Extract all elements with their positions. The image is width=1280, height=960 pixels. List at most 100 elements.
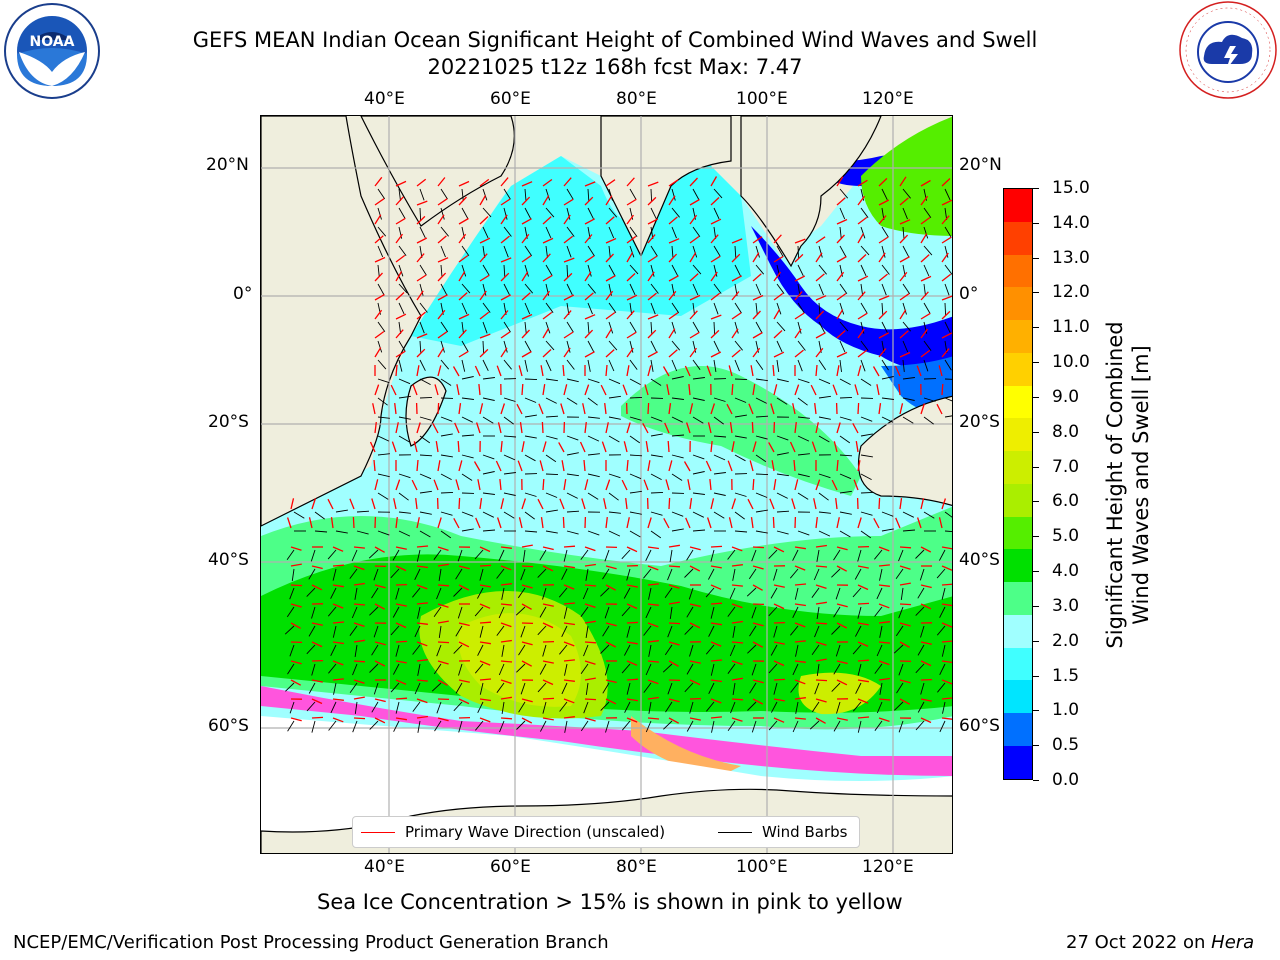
wave-arrow [521, 641, 533, 646]
wind-barb [498, 606, 505, 619]
wave-arrow [814, 403, 817, 415]
wave-arrow [416, 659, 428, 662]
wind-barb [755, 378, 768, 382]
wind-barb [398, 264, 404, 277]
wind-barb [797, 416, 810, 419]
wave-arrow [458, 254, 469, 263]
wind-barb [371, 587, 379, 599]
wave-arrow [878, 717, 890, 723]
wind-barb [414, 568, 421, 580]
wave-arrow [416, 698, 428, 704]
wave-arrow [899, 351, 911, 358]
wave-arrow [752, 565, 764, 570]
wind-barb [354, 644, 358, 657]
wave-arrow [626, 273, 636, 282]
wave-arrow [563, 478, 567, 491]
wave-arrow [936, 403, 943, 415]
wave-arrow [584, 351, 595, 358]
wind-barb [328, 720, 337, 731]
wave-arrow [685, 422, 691, 434]
wave-arrow [584, 271, 592, 282]
wind-barb [669, 549, 673, 562]
colorbar-tick [1033, 710, 1039, 712]
wave-arrow [584, 234, 593, 244]
wave-arrow [815, 584, 827, 590]
wave-arrow [500, 214, 508, 225]
wind-barb [768, 720, 778, 731]
wave-arrow [857, 659, 870, 662]
wave-arrow [920, 233, 928, 244]
wind-barb [369, 663, 379, 673]
wind-barb [608, 302, 617, 314]
wind-barb [482, 454, 495, 460]
wave-arrow [605, 274, 616, 282]
wind-barb [944, 415, 952, 418]
wave-arrow [773, 584, 785, 588]
wave-arrow [710, 565, 722, 569]
wave-arrow [710, 716, 722, 719]
wave-arrow [475, 517, 481, 529]
wave-arrow [332, 584, 345, 588]
colorbar-tick-label: 0.0 [1052, 770, 1080, 790]
colorbar-segment [1004, 483, 1032, 517]
wind-barb [461, 511, 474, 517]
wind-barb [545, 340, 555, 351]
wind-barb [768, 663, 778, 674]
wave-arrow [395, 329, 404, 339]
wind-barb [436, 644, 442, 657]
wave-arrow [642, 422, 649, 434]
colorbar-segment [1004, 254, 1032, 288]
wave-arrow [584, 181, 596, 187]
wind-barb [671, 376, 684, 380]
wind-barb [398, 207, 406, 219]
colorbar-tick [1033, 396, 1039, 398]
noaa-logo: NOAA [3, 2, 101, 100]
wave-arrow [332, 678, 344, 681]
wind-barb [377, 378, 390, 384]
wind-barb [461, 321, 464, 334]
wind-barb [773, 682, 778, 695]
wave-arrow [517, 460, 523, 472]
wind-barb [608, 188, 613, 201]
wind-barb [874, 549, 883, 560]
footer-machine: Hera [1211, 932, 1255, 953]
wind-barb [461, 264, 467, 277]
wind-barb [475, 720, 484, 731]
wave-arrow [710, 622, 723, 626]
wind-barb [874, 720, 883, 731]
wind-barb [440, 433, 453, 437]
wind-barb [398, 283, 408, 294]
wind-barb [692, 397, 705, 401]
wave-arrow [857, 349, 868, 358]
wind-barb [839, 359, 842, 372]
wind-barb [671, 416, 683, 423]
wind-barb [330, 644, 337, 656]
wave-arrow [434, 384, 439, 396]
wave-arrow [563, 272, 573, 282]
wind-barb [881, 302, 884, 316]
wave-arrow [395, 546, 407, 550]
wind-barb [732, 568, 736, 581]
wave-arrow [727, 460, 733, 472]
wind-barb [377, 283, 385, 295]
wave-arrow [437, 198, 448, 206]
wave-arrow [479, 216, 489, 225]
wave-arrow [878, 660, 890, 666]
wave-arrow [647, 583, 659, 586]
wave-arrow [479, 660, 491, 666]
wind-barb [734, 359, 740, 372]
wave-arrow [416, 333, 428, 339]
colorbar-tick [1033, 501, 1039, 503]
wind-barb [776, 435, 789, 441]
wind-barb [419, 340, 422, 354]
wave-arrow [662, 366, 670, 377]
wind-barb [477, 587, 484, 599]
wind-barb [587, 321, 590, 335]
wave-arrow [898, 384, 901, 396]
wave-arrow [689, 565, 701, 572]
wave-arrow [626, 235, 637, 244]
wind-barb [751, 549, 757, 562]
wave-arrow [689, 622, 701, 629]
wind-barb [453, 644, 463, 654]
wave-arrow [920, 275, 932, 282]
